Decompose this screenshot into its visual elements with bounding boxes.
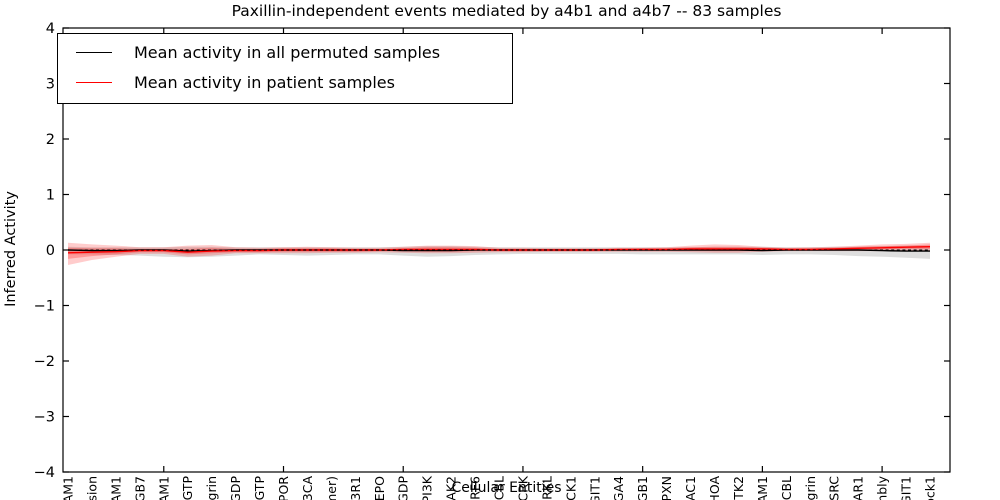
- legend-entry-patient: Mean activity in patient samples: [76, 73, 506, 92]
- x-category-label: alpha4/beta1 Integrin: [803, 476, 818, 500]
- x-category-label: ARF6: [468, 476, 483, 500]
- x-category-label: alpha4/beta1 Integrin/Paxillin/GIT1: [899, 476, 914, 500]
- chart-title: Paxillin-independent events mediated by …: [231, 2, 782, 20]
- x-category-label: PXN: [659, 476, 674, 500]
- x-category-label: PIK3R1: [348, 476, 363, 500]
- x-category-label: JAK2: [444, 476, 459, 500]
- y-tick-label: −2: [34, 354, 55, 370]
- x-category-label: ITGA4: [611, 476, 626, 500]
- x-category-label: alpha4/beta7 Integrin/MAdCAM1: [108, 476, 123, 500]
- x-category-label: mol:GDP: [228, 476, 243, 500]
- band-patient-inner: [68, 244, 930, 259]
- x-category-label: CRKL: [539, 476, 554, 500]
- x-category-label: PI3K: [420, 475, 435, 500]
- x-category-label: CRK: [515, 475, 530, 500]
- legend-line-sample-red: [76, 82, 112, 83]
- x-category-label: alpha4/beta1 Integrin/VCAM1: [755, 476, 770, 500]
- x-category-label: DOCK1: [563, 476, 578, 500]
- x-category-label: RAC1: [683, 476, 698, 500]
- x-category-label: MADCAM1: [61, 476, 76, 500]
- x-category-label: ITGB1: [635, 476, 650, 500]
- x-category-label: alpha4/beta7 Integrin: [204, 476, 219, 500]
- x-category-label: EPOR: [276, 476, 291, 500]
- x-category-label: Rac1/GTP: [180, 476, 195, 500]
- legend-line-sample-black: [76, 52, 112, 53]
- y-tick-label: −4: [34, 465, 55, 481]
- x-axis-label: Cellular Entities: [451, 480, 562, 496]
- line-patient-mean: [67, 246, 931, 254]
- legend: Mean activity in all permuted samples Me…: [57, 33, 513, 104]
- y-tick-label: 1: [46, 188, 55, 204]
- x-category-label: mol:GTP: [252, 476, 267, 500]
- x-category-label: PTK2: [731, 476, 746, 500]
- x-category-label: BCAR1: [851, 476, 866, 500]
- x-category-label: EPO/EPOR (dimer): [324, 476, 339, 500]
- x-category-label: VCAM1: [156, 476, 171, 500]
- legend-entry-permuted: Mean activity in all permuted samples: [76, 43, 506, 62]
- x-category-label: SRC: [827, 476, 842, 500]
- legend-label-patient: Mean activity in patient samples: [134, 73, 395, 92]
- y-tick-label: 0: [46, 243, 55, 259]
- y-tick-label: 2: [46, 132, 55, 148]
- x-category-label: CBL: [492, 476, 507, 500]
- y-tick-label: 4: [46, 21, 55, 37]
- y-tick-label: −3: [34, 410, 55, 426]
- x-category-label: cell adhesion: [84, 476, 99, 500]
- x-category-label: PIK3CA: [300, 476, 315, 500]
- x-category-label: EPO: [372, 476, 387, 500]
- y-tick-label: −1: [34, 299, 55, 315]
- x-category-label: ITGB7: [132, 476, 147, 500]
- x-category-label: RHOA: [707, 476, 722, 500]
- x-category-label: Rac1/GDP: [396, 476, 411, 500]
- y-tick-label: 3: [46, 77, 55, 93]
- x-category-label: CRKL/CBL: [779, 476, 794, 500]
- x-category-label: lamellipodium assembly: [875, 475, 890, 500]
- x-category-label: GIT1: [587, 476, 602, 500]
- x-category-label: p130Cas/Crk/Dock1: [923, 476, 938, 500]
- legend-label-permuted: Mean activity in all permuted samples: [134, 43, 441, 62]
